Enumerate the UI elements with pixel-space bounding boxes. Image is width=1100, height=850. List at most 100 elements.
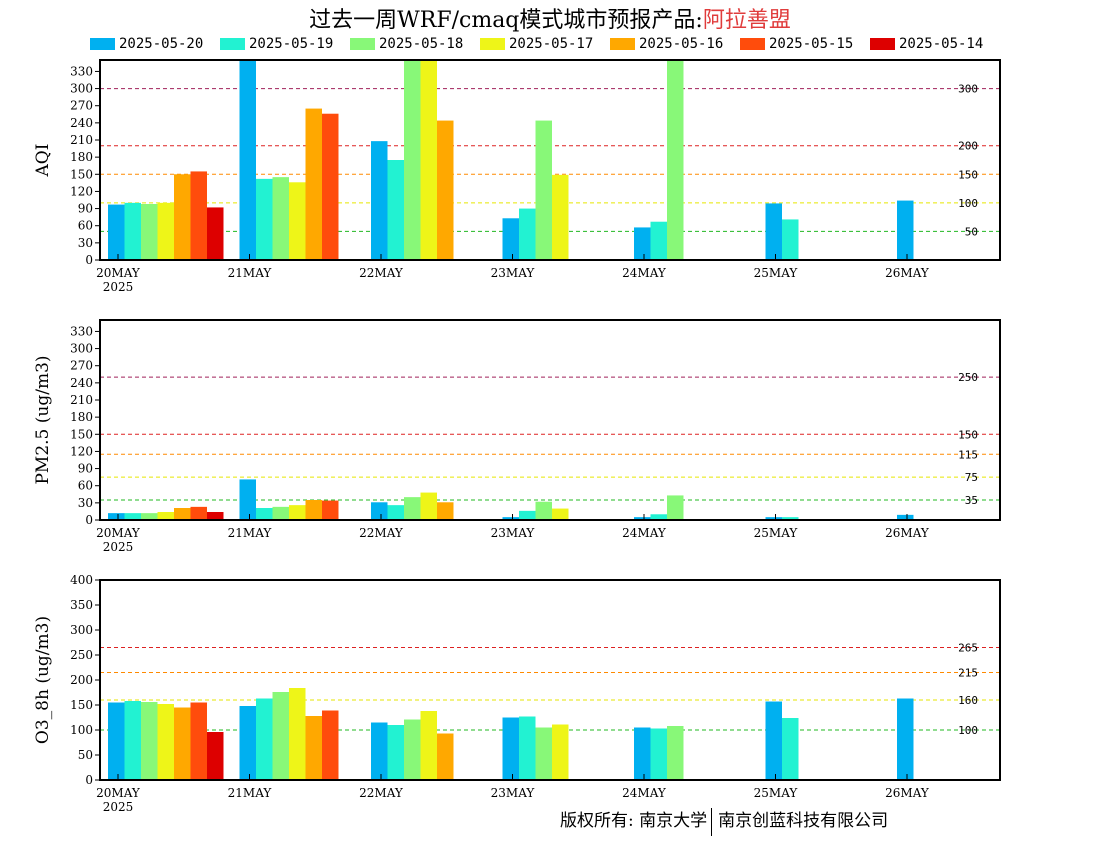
bar [256, 698, 273, 780]
legend-swatch [870, 38, 895, 50]
title-prefix: 过去一周WRF/cmaq模式城市预报产品: [309, 8, 703, 33]
legend-swatch [350, 38, 375, 50]
legend-label: 2025-05-16 [639, 36, 724, 52]
x-tick-label: 20MAY [96, 266, 141, 280]
y-tick-label: 240 [70, 376, 93, 390]
bar [765, 701, 782, 780]
y-tick-label: 400 [70, 573, 93, 587]
legend-swatch [480, 38, 505, 50]
bar [305, 716, 322, 780]
y-tick-label: 270 [70, 99, 93, 113]
bar [897, 698, 914, 780]
y-tick-label: 150 [70, 698, 93, 712]
x-tick-label: 26MAY [885, 786, 930, 800]
legend-swatch [220, 38, 245, 50]
threshold-label: 250 [958, 371, 978, 384]
bar [289, 505, 306, 520]
y-tick-label: 120 [70, 184, 93, 198]
bar [502, 517, 519, 520]
bar [157, 512, 174, 520]
bar [272, 506, 289, 520]
x-year-label: 2025 [103, 280, 134, 294]
x-tick-label: 21MAY [228, 526, 273, 540]
y-tick-label: 240 [70, 116, 93, 130]
threshold-label: 35 [965, 494, 978, 507]
bar [207, 512, 224, 520]
bar [437, 120, 454, 260]
chart-title: 过去一周WRF/cmaq模式城市预报产品:阿拉善盟 [0, 2, 1100, 34]
y-tick-label: 210 [70, 393, 93, 407]
x-tick-label: 26MAY [885, 526, 930, 540]
y-tick-label: 210 [70, 133, 93, 147]
bar [897, 200, 914, 260]
bar [124, 513, 141, 520]
bar [667, 495, 684, 520]
threshold-label: 200 [958, 140, 978, 153]
footer-separator [711, 807, 713, 836]
x-year-label: 2025 [103, 800, 134, 814]
y-tick-label: 30 [78, 496, 93, 510]
bar [108, 702, 125, 780]
bar [141, 702, 158, 780]
y-tick-label: 180 [70, 150, 93, 164]
title-location: 阿拉善盟 [702, 8, 791, 33]
threshold-label: 150 [958, 428, 978, 441]
y-axis-label: O3_8h (ug/m3) [33, 616, 53, 744]
y-tick-label: 0 [85, 513, 93, 527]
bar [124, 202, 141, 260]
y-tick-label: 330 [70, 64, 93, 78]
x-tick-label: 24MAY [622, 526, 667, 540]
bar [634, 517, 651, 520]
bar [157, 202, 174, 260]
x-tick-label: 22MAY [359, 786, 404, 800]
chart-panel: 250 150 115 75 35 0 30 60 90 120 150 180 210 240 270 30… [33, 319, 1001, 554]
plot-frame [99, 319, 1001, 521]
bar [256, 508, 273, 520]
legend-swatch [610, 38, 635, 50]
bar [190, 506, 207, 520]
bar [174, 174, 191, 260]
x-tick-label: 21MAY [228, 786, 273, 800]
threshold-label: 215 [958, 667, 978, 680]
bar [174, 707, 191, 780]
bar [782, 718, 799, 780]
bar [289, 182, 306, 260]
x-year-label: 2025 [103, 540, 134, 554]
bar [371, 141, 388, 260]
bar [124, 701, 141, 780]
y-tick-label: 60 [78, 479, 93, 493]
y-tick-label: 200 [70, 673, 93, 687]
x-tick-label: 24MAY [622, 266, 667, 280]
bar [371, 502, 388, 520]
y-tick-label: 90 [78, 202, 93, 216]
legend-label: 2025-05-19 [249, 36, 334, 52]
bar [519, 208, 536, 260]
y-tick-label: 180 [70, 410, 93, 424]
bar [272, 692, 289, 780]
x-tick-label: 20MAY [96, 786, 141, 800]
bar [239, 60, 256, 260]
bar [207, 732, 224, 780]
bar [387, 725, 404, 780]
x-tick-label: 24MAY [622, 786, 667, 800]
bar [305, 500, 322, 520]
y-tick-label: 0 [85, 773, 93, 787]
legend-label: 2025-05-15 [769, 36, 854, 52]
x-tick-label: 23MAY [491, 786, 536, 800]
bar [387, 160, 404, 260]
x-tick-label: 26MAY [885, 266, 930, 280]
y-tick-label: 0 [85, 253, 93, 267]
bar [552, 174, 569, 260]
bar [305, 108, 322, 260]
y-tick-label: 60 [78, 219, 93, 233]
y-tick-label: 350 [70, 598, 93, 612]
bar [322, 113, 339, 260]
x-tick-label: 25MAY [754, 266, 799, 280]
y-tick-label: 300 [70, 342, 93, 356]
bar [207, 207, 224, 260]
bar [404, 497, 421, 520]
threshold-label: 300 [958, 83, 978, 96]
bar [420, 60, 437, 260]
y-axis-label: PM2.5 (ug/m3) [33, 355, 53, 484]
